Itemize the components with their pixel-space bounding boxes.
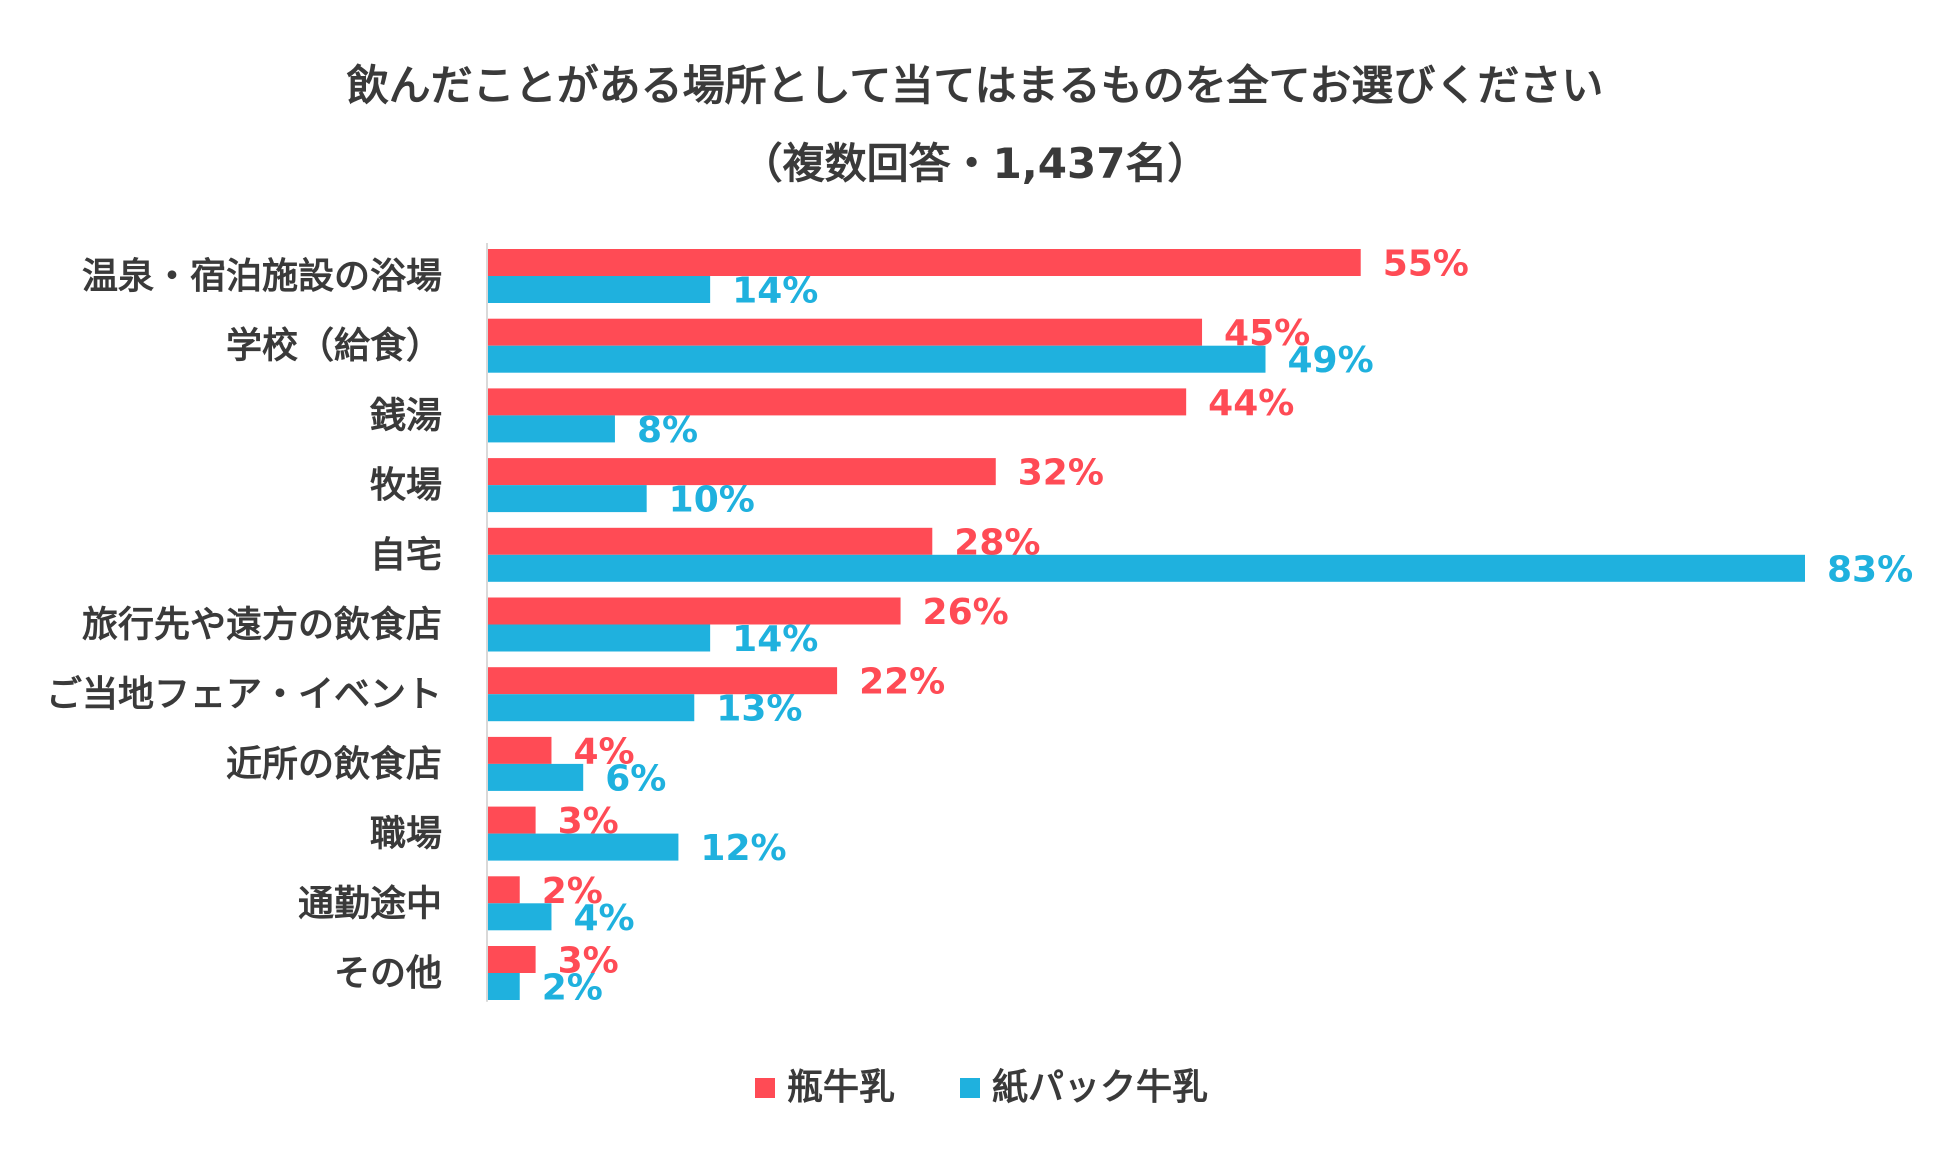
chart-subtitle: （複数回答・1,437名） [740,139,1210,188]
chart-title: 飲んだことがある場所として当てはまるものを全てお選びください [346,61,1604,110]
bar-bottle [488,876,520,904]
data-label: 14% [732,619,818,660]
bar-carton [488,554,1805,582]
legend-swatch [755,1078,775,1098]
data-label: 12% [700,828,786,869]
category-label: ご当地フェア・イベント [46,674,442,715]
bar-bottle [488,597,901,625]
bar-bottle [488,318,1203,346]
bar-bottle [488,388,1187,416]
category-label: 学校（給食） [226,325,442,367]
data-label: 4% [573,898,634,939]
bar-carton [488,624,711,652]
data-label: 14% [732,271,818,312]
legend-label: 紙パック牛乳 [992,1067,1208,1108]
data-label: 10% [669,480,755,521]
legend-swatch [960,1078,980,1098]
data-label: 2% [542,968,603,1009]
category-label: 牧場 [370,465,442,506]
bar-carton [488,833,679,861]
bar-bottle [488,249,1361,276]
category-label: 通勤途中 [298,882,442,924]
data-label: 4% [573,731,634,772]
category-label: その他 [334,953,442,994]
data-label: 2% [542,871,603,912]
category-label: 自宅 [370,534,442,576]
bar-carton [488,276,711,303]
data-label: 22% [859,662,945,703]
data-label: 32% [1018,453,1104,494]
bar-bottle [488,667,838,695]
bar-bottle [488,527,933,555]
data-label: 83% [1827,549,1913,590]
bar-carton [488,903,552,931]
data-label: 26% [923,592,1009,633]
category-label: 旅行先や遠方の飲食店 [82,605,442,646]
data-label: 3% [558,941,619,982]
category-label: 職場 [370,814,442,855]
data-label: 6% [605,758,666,799]
category-label: 温泉・宿泊施設の浴場 [82,256,442,297]
data-label: 55% [1383,244,1469,285]
bar-bottle [488,736,552,764]
legend-label: 瓶牛乳 [787,1067,895,1108]
category-label: 近所の飲食店 [226,744,442,785]
bar-bottle [488,946,536,973]
bar-carton [488,763,584,791]
bar-carton [488,973,520,1000]
data-label: 13% [716,689,802,730]
data-label: 49% [1288,340,1374,381]
data-label: 8% [637,410,698,451]
bar-carton [488,485,647,513]
bar-carton [488,415,615,443]
bar-bottle [488,806,536,834]
bar-bottle [488,458,996,486]
category-label: 銭湯 [369,395,442,436]
bar-carton [488,694,695,722]
bar-carton [488,345,1266,373]
data-label: 44% [1208,383,1294,424]
